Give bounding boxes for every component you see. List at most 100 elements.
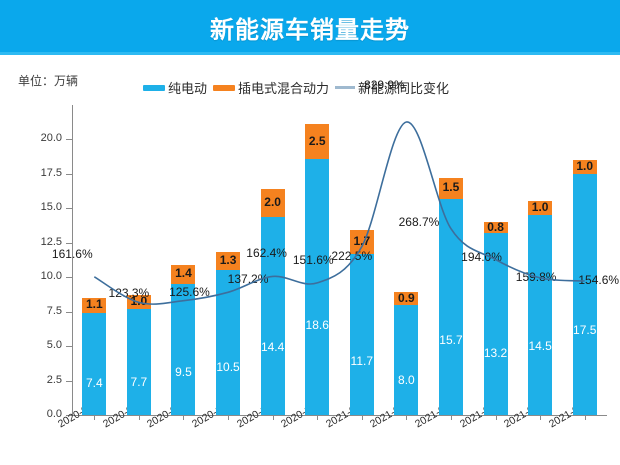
bar-value-phev: 0.9	[398, 290, 415, 305]
bar-segment-bev[interactable]: 17.5	[572, 173, 597, 415]
legend-item-yoy[interactable]: 新能源同比变化	[335, 78, 449, 97]
bar-segment-phev[interactable]: 1.5	[438, 178, 463, 199]
bar-segment-phev[interactable]: 1.0	[572, 159, 597, 174]
legend-swatch-bev-icon	[143, 84, 165, 91]
bar-value-bev: 17.5	[573, 323, 597, 338]
bar-value-phev: 1.0	[576, 159, 594, 173]
yoy-value-label: 194.0%	[461, 249, 502, 264]
bar-segment-bev[interactable]: 10.5	[216, 270, 241, 415]
yoy-value-label: 123.3%	[108, 286, 150, 301]
x-tick-mark	[94, 415, 96, 420]
bar-group[interactable]: 2.0 14.4	[260, 189, 285, 415]
yoy-value-label: 159.8%	[515, 269, 557, 284]
bar-group[interactable]: 1.0 7.7	[126, 294, 151, 415]
legend-label-bev: 纯电动	[168, 81, 208, 96]
bar-value-bev: 13.2	[483, 345, 508, 360]
bar-segment-phev[interactable]: 1.0	[528, 200, 553, 216]
y-tick-mark	[66, 139, 72, 141]
x-tick-mark	[228, 415, 230, 420]
legend-swatch-phev-icon	[213, 84, 236, 91]
bar-value-bev: 18.6	[305, 317, 329, 332]
bar-value-bev: 7.4	[85, 376, 103, 391]
bar-segment-phev[interactable]: 2.0	[260, 189, 285, 217]
x-tick-mark	[183, 415, 185, 420]
y-tick-label: 17.5	[40, 166, 62, 179]
bar-segment-phev[interactable]: 0.9	[394, 290, 419, 305]
bar-segment-bev[interactable]: 18.6	[305, 158, 330, 415]
bar-group[interactable]: 2.5 18.6	[305, 124, 330, 415]
y-tick-mark	[66, 208, 72, 210]
bar-value-bev: 9.5	[175, 365, 192, 380]
bar-segment-bev[interactable]: 11.7	[349, 253, 374, 415]
chart-legend: 纯电动 插电式混合动力 新能源同比变化	[143, 78, 455, 97]
y-tick-mark	[66, 380, 72, 382]
bar-group[interactable]: 1.0 14.5	[528, 200, 553, 415]
bar-value-bev: 8.0	[398, 373, 415, 388]
yoy-value-label: 268.7%	[398, 214, 440, 229]
legend-label-yoy: 新能源同比变化	[358, 81, 450, 96]
x-tick-mark	[138, 415, 140, 420]
bar-value-phev: 1.0	[531, 200, 549, 215]
y-tick-label: 0.0	[46, 408, 62, 420]
bar-segment-bev[interactable]: 8.0	[394, 304, 419, 415]
bar-value-bev: 15.7	[439, 332, 463, 347]
bar-value-bev: 7.7	[130, 374, 148, 389]
legend-swatch-line-icon	[335, 86, 356, 89]
bar-group[interactable]: 1.4 9.5	[171, 264, 196, 415]
bar-value-phev: 0.8	[487, 219, 504, 234]
y-tick-mark	[66, 311, 72, 313]
bar-segment-bev[interactable]: 15.7	[438, 198, 463, 415]
x-tick-mark	[450, 415, 452, 420]
bar-group[interactable]: 1.0 17.5	[572, 159, 597, 415]
page-title: 新能源车销量走势	[210, 17, 410, 44]
bar-value-bev: 14.5	[528, 339, 552, 354]
bar-segment-bev[interactable]: 7.7	[126, 308, 151, 415]
y-tick-mark	[66, 277, 72, 279]
bar-value-phev: 1.7	[353, 234, 371, 249]
header-band: 新能源车销量走势	[0, 0, 620, 55]
bar-segment-bev[interactable]: 7.4	[82, 313, 107, 415]
y-axis	[72, 105, 73, 416]
y-tick-label: 20.0	[40, 132, 62, 145]
y-tick-label: 12.5	[40, 235, 62, 248]
y-tick-label: 10.0	[40, 270, 62, 283]
legend-item-phev[interactable]: 插电式混合动力	[213, 78, 329, 97]
y-tick-mark	[66, 415, 72, 416]
bar-group[interactable]: 0.9 8.0	[394, 290, 419, 415]
bar-value-phev: 1.4	[175, 266, 192, 281]
yoy-value-label: 125.6%	[169, 284, 210, 299]
bar-segment-phev[interactable]: 1.4	[171, 264, 196, 285]
x-tick-mark	[406, 415, 408, 420]
legend-label-phev: 插电式混合动力	[238, 81, 330, 96]
y-tick-label: 5.0	[46, 339, 62, 352]
bar-value-phev: 1.5	[442, 180, 460, 195]
bar-segment-phev[interactable]: 2.5	[305, 124, 330, 159]
bar-value-bev: 11.7	[350, 353, 374, 368]
yoy-value-label: 222.5%	[331, 248, 373, 263]
x-tick-mark	[540, 415, 542, 420]
unit-label: 单位：万辆	[18, 74, 79, 88]
y-tick-mark	[66, 173, 72, 175]
x-axis	[72, 415, 607, 416]
bar-segment-phev[interactable]: 0.8	[483, 219, 508, 234]
x-tick-mark	[361, 415, 363, 420]
yoy-value-label: 154.6%	[578, 273, 620, 288]
bar-value-phev: 2.0	[264, 194, 281, 209]
yoy-value-label: 161.6%	[51, 246, 93, 261]
yoy-value-label: 137.2%	[227, 272, 269, 287]
y-tick-label: 15.0	[40, 201, 62, 214]
x-tick-mark	[317, 415, 319, 420]
x-tick-mark	[584, 415, 586, 420]
y-tick-label: 2.5	[46, 373, 62, 386]
y-tick-mark	[66, 242, 72, 244]
bar-value-bev: 14.4	[260, 339, 285, 354]
y-tick-label: 7.5	[46, 304, 62, 317]
bar-group[interactable]: 1.1 7.4	[82, 297, 107, 415]
bar-segment-bev[interactable]: 14.5	[528, 215, 553, 415]
legend-item-bev[interactable]: 纯电动	[143, 78, 207, 97]
bar-value-phev: 2.5	[308, 133, 326, 148]
bar-group[interactable]: 1.5 15.7	[438, 178, 463, 415]
bar-segment-bev[interactable]: 9.5	[171, 284, 196, 415]
x-tick-mark	[495, 415, 497, 420]
